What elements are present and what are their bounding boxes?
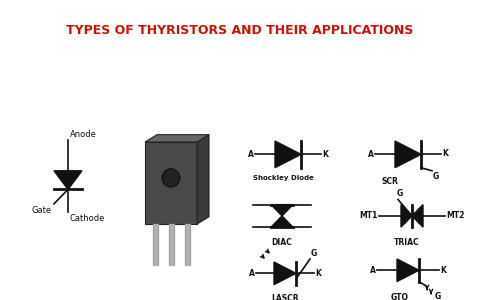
Polygon shape xyxy=(145,135,209,142)
Polygon shape xyxy=(412,205,423,227)
Text: K: K xyxy=(322,150,328,159)
Text: A: A xyxy=(248,150,254,159)
Polygon shape xyxy=(54,171,82,189)
Polygon shape xyxy=(274,262,296,285)
Text: Gate: Gate xyxy=(32,206,52,215)
Text: GTO: GTO xyxy=(391,293,409,300)
Text: K: K xyxy=(315,269,321,278)
Polygon shape xyxy=(275,141,301,168)
Text: MT2: MT2 xyxy=(446,212,464,220)
Text: K: K xyxy=(442,149,448,158)
Text: G: G xyxy=(311,249,317,258)
Text: LASCR: LASCR xyxy=(271,294,299,300)
Text: MT1: MT1 xyxy=(360,212,378,220)
Polygon shape xyxy=(271,205,293,216)
Text: G: G xyxy=(433,172,439,181)
Text: SCR: SCR xyxy=(382,177,398,186)
Text: A: A xyxy=(249,269,255,278)
Text: G: G xyxy=(397,190,403,199)
Text: TYPES OF THYRISTORS AND THEIR APPLICATIONS: TYPES OF THYRISTORS AND THEIR APPLICATIO… xyxy=(66,23,414,37)
Text: Anode: Anode xyxy=(70,130,97,140)
Text: DIAC: DIAC xyxy=(272,238,292,247)
Text: TRIAC: TRIAC xyxy=(394,238,420,247)
Text: Cathode: Cathode xyxy=(70,214,106,223)
Polygon shape xyxy=(401,205,412,227)
Polygon shape xyxy=(145,142,197,224)
Text: G: G xyxy=(435,292,441,300)
Text: K: K xyxy=(440,266,446,275)
Text: A: A xyxy=(370,266,376,275)
Text: Shockley Diode: Shockley Diode xyxy=(252,175,313,181)
Circle shape xyxy=(162,169,180,187)
Polygon shape xyxy=(395,141,421,168)
Text: A: A xyxy=(368,150,374,159)
Polygon shape xyxy=(197,135,209,224)
Polygon shape xyxy=(397,259,419,281)
Polygon shape xyxy=(271,216,293,227)
